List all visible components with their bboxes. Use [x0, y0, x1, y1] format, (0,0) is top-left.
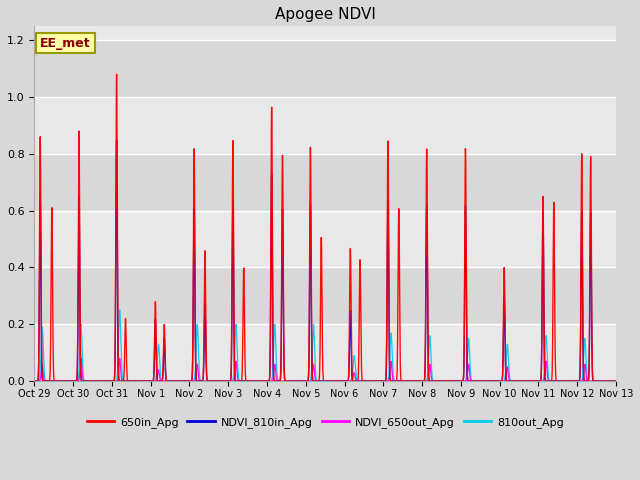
- Title: Apogee NDVI: Apogee NDVI: [275, 7, 376, 22]
- Bar: [35, 154, 616, 211]
- Legend: 650in_Apg, NDVI_810in_Apg, NDVI_650out_Apg, 810out_Apg: 650in_Apg, NDVI_810in_Apg, NDVI_650out_A…: [82, 412, 568, 432]
- Bar: [35, 97, 616, 154]
- Bar: [35, 324, 616, 381]
- Text: EE_met: EE_met: [40, 36, 91, 49]
- Bar: [35, 211, 616, 267]
- Bar: [35, 267, 616, 324]
- Bar: [35, 40, 616, 97]
